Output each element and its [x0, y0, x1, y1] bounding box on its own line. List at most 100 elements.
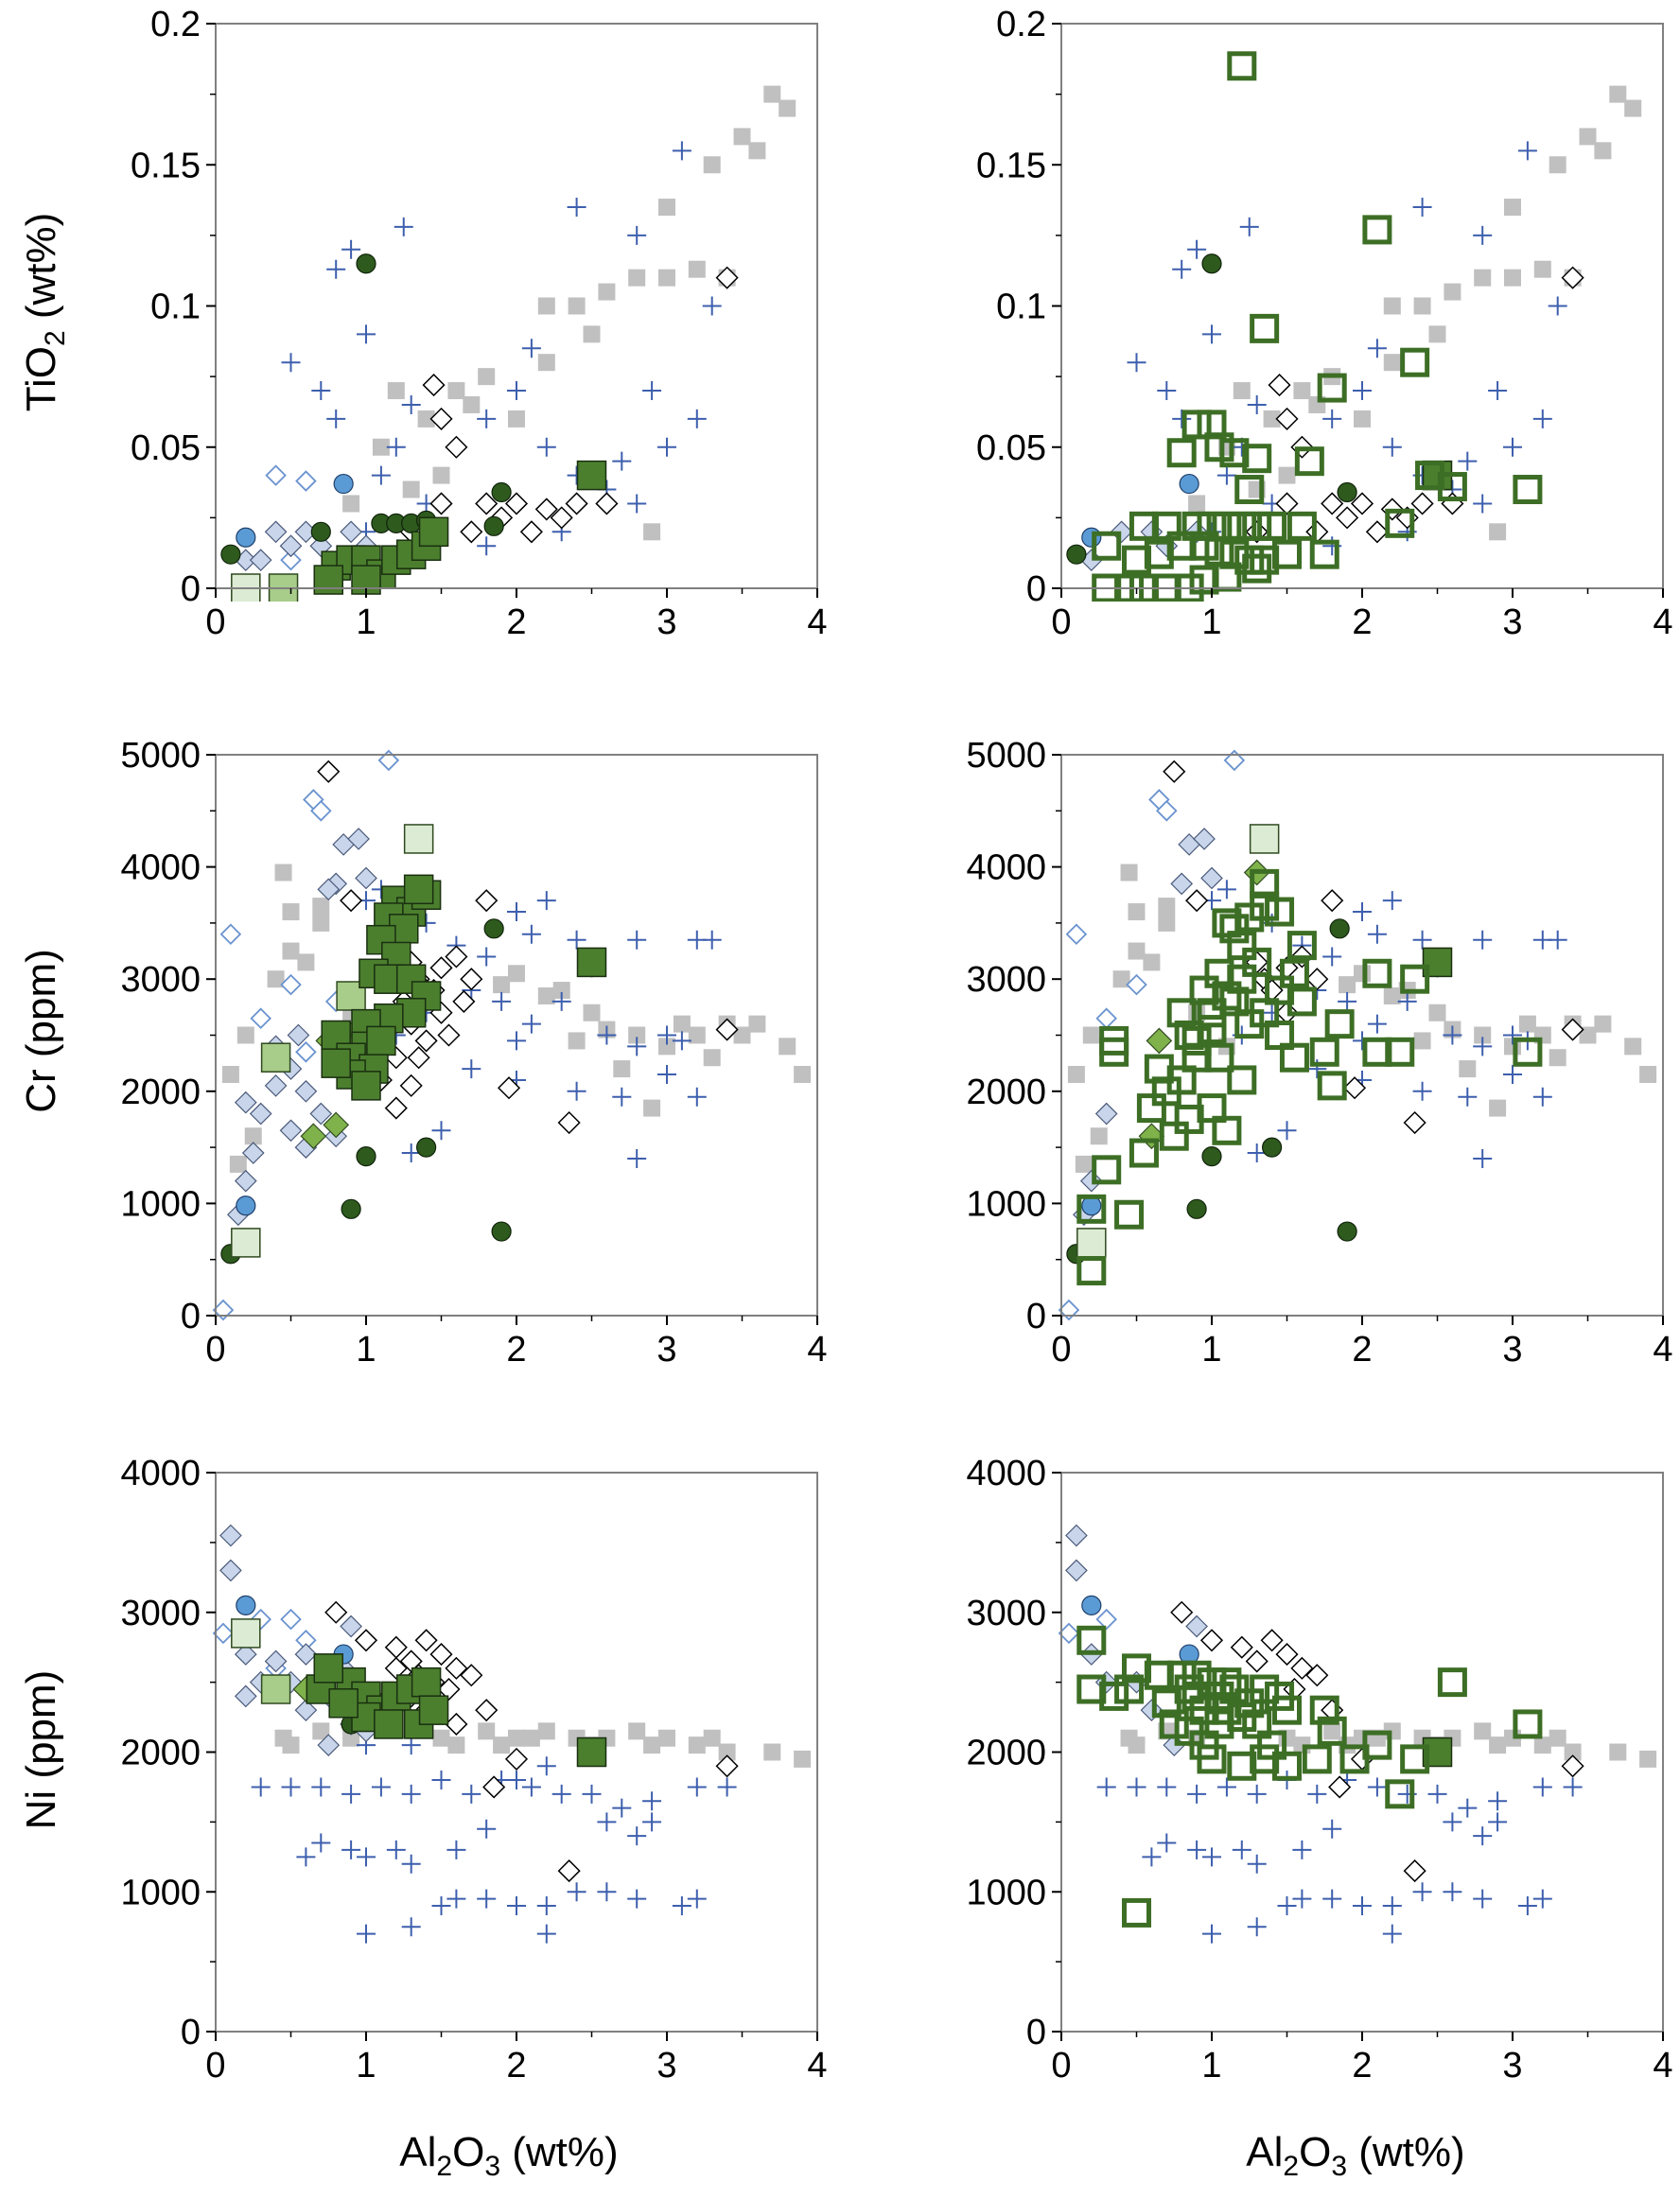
point-green-square-9: [576, 460, 607, 491]
point-white-diamond-4: [1275, 1643, 1299, 1667]
point-lightblue-diamond-2: [234, 1643, 257, 1666]
point-blue-plus-33: [536, 1896, 556, 1916]
point-gray-square-20: [493, 1737, 511, 1754]
point-green-open-square-36: [1309, 539, 1339, 569]
point-green-diamond-0: [300, 1123, 327, 1150]
point-blue-plus-31: [477, 1889, 497, 1909]
point-blue-circle-0: [236, 527, 256, 548]
point-blue-plus-19: [1548, 296, 1567, 316]
point-green-open-square-1: [1362, 215, 1392, 245]
point-white-diamond-19: [497, 1076, 521, 1100]
point-gray-square-4: [447, 382, 465, 400]
point-green-open-square-32: [1362, 1730, 1392, 1760]
point-white-diamond-9: [1365, 520, 1389, 544]
point-gray-square-19: [1549, 1729, 1566, 1747]
point-gray-square-8: [537, 1722, 555, 1740]
point-green-open-square-18: [1250, 1674, 1280, 1704]
ylabel-cr: Cr (ppm): [18, 949, 64, 1113]
point-gray-square-1: [372, 438, 390, 456]
point-lightblue-diamond-13: [340, 1614, 362, 1638]
point-white-diamond-8: [384, 1656, 408, 1680]
point-green-square-21: [321, 1048, 351, 1078]
point-palegreen-square-0: [231, 1618, 261, 1649]
point-blue-plus-4: [477, 947, 497, 967]
point-white-diamond-11: [1561, 1754, 1584, 1778]
point-white-diamond-1: [1199, 1629, 1224, 1652]
point-blue-plus-22: [567, 1081, 586, 1101]
point-blue-plus-3: [1187, 1784, 1207, 1804]
point-blue-plus-34: [567, 1882, 586, 1902]
point-blue-plus-28: [1187, 239, 1207, 259]
point-gray-square-7: [274, 864, 292, 881]
point-blue-plus-26: [1239, 217, 1259, 236]
point-blue-plus-12: [1458, 1798, 1478, 1818]
plot-area-cr-right: [1058, 749, 1657, 1321]
x-tick-label: 1: [356, 2046, 376, 2086]
point-blue-plus-7: [1382, 891, 1402, 911]
point-lightblue-diamond-4: [317, 878, 341, 901]
point-white-diamond-3: [1260, 1629, 1284, 1652]
point-white-diamond-12: [475, 1699, 499, 1722]
point-blue-plus-25: [687, 1087, 707, 1107]
point-blue-plus-29: [462, 1059, 481, 1079]
point-gray-square-19: [1428, 325, 1446, 343]
ylabel-tio2-sub: 2: [40, 330, 71, 346]
point-blue-plus-11: [582, 1784, 602, 1804]
point-gray-square-5: [447, 1737, 465, 1754]
point-blue-diamond-0: [265, 464, 287, 486]
point-lightblue-diamond-12: [234, 1684, 257, 1708]
point-palegreen-square-1: [1076, 1228, 1107, 1258]
point-blue-plus-15: [1563, 1777, 1583, 1797]
point-darkgreen-circle-2: [1201, 1145, 1222, 1167]
xlabel-right-mid: O: [1299, 2129, 1331, 2175]
point-blue-plus-17: [1443, 1025, 1462, 1045]
point-lightgreen-square-0: [260, 1042, 291, 1073]
point-white-diamond-6: [565, 492, 588, 515]
point-blue-plus-25: [1458, 451, 1478, 471]
point-white-diamond-9: [399, 1649, 423, 1673]
point-blue-circle-0: [1081, 527, 1102, 548]
point-blue-plus-22: [1412, 1081, 1432, 1101]
scatter-panels: 0 1 2 3 4 0 0.05 0.1 0.15 0.2 0 1 2 3 4 0 0.05 0.1 0.15 0.2…: [120, 5, 1672, 2086]
point-green-open-square-4: [1114, 1674, 1145, 1704]
point-blue-plus-38: [1247, 1917, 1267, 1937]
point-lightblue-diamond-1: [1110, 520, 1133, 544]
point-blue-diamond-2: [1156, 800, 1178, 822]
point-blue-plus-26: [394, 217, 413, 236]
point-gray-square-13: [583, 1004, 601, 1021]
point-blue-plus-0: [251, 1777, 271, 1797]
point-gray-square-14: [718, 1743, 736, 1761]
point-lightblue-diamond-1: [1065, 1559, 1088, 1582]
point-blue-plus-15: [717, 1777, 737, 1797]
xlabel-right-prefix: Al: [1246, 2129, 1283, 2175]
point-white-diamond-3: [475, 492, 499, 515]
point-blue-plus-25: [1473, 1826, 1493, 1846]
point-gray-square-3: [342, 1729, 360, 1747]
point-darkgreen-circle-3: [1261, 1137, 1283, 1158]
point-white-diamond-0: [429, 407, 453, 430]
point-green-open-square-30: [1189, 531, 1219, 561]
point-blue-plus-32: [507, 1031, 526, 1051]
point-blue-plus-29: [1216, 465, 1236, 485]
point-lightblue-diamond-0: [1065, 1524, 1088, 1547]
point-lightblue-diamond-8: [249, 1102, 272, 1126]
point-white-diamond-5: [429, 956, 453, 980]
point-blue-plus-27: [1172, 259, 1192, 279]
point-blue-plus-7: [462, 1784, 481, 1804]
point-green-open-square-17: [1242, 1709, 1272, 1739]
point-blue-plus-9: [1367, 1777, 1387, 1797]
point-blue-plus-13: [642, 1791, 662, 1811]
series-darkgreen-circle: [1066, 918, 1357, 1265]
point-blue-plus-2: [311, 1777, 331, 1797]
series-blue-diamond: [212, 1608, 317, 1680]
point-gray-square-7: [1383, 354, 1401, 372]
point-green-open-square-25: [1385, 508, 1415, 538]
point-blue-plus-37: [672, 1896, 691, 1916]
point-blue-plus-10: [551, 1784, 571, 1804]
point-gray-square-8: [568, 297, 586, 315]
point-green-open-square-4: [1317, 373, 1347, 403]
y-tick-label: 1000: [120, 1184, 201, 1224]
series-blue-circle: [236, 1195, 256, 1216]
series-palegreen-square: [231, 1618, 261, 1649]
point-gray-square-21: [613, 1060, 631, 1078]
